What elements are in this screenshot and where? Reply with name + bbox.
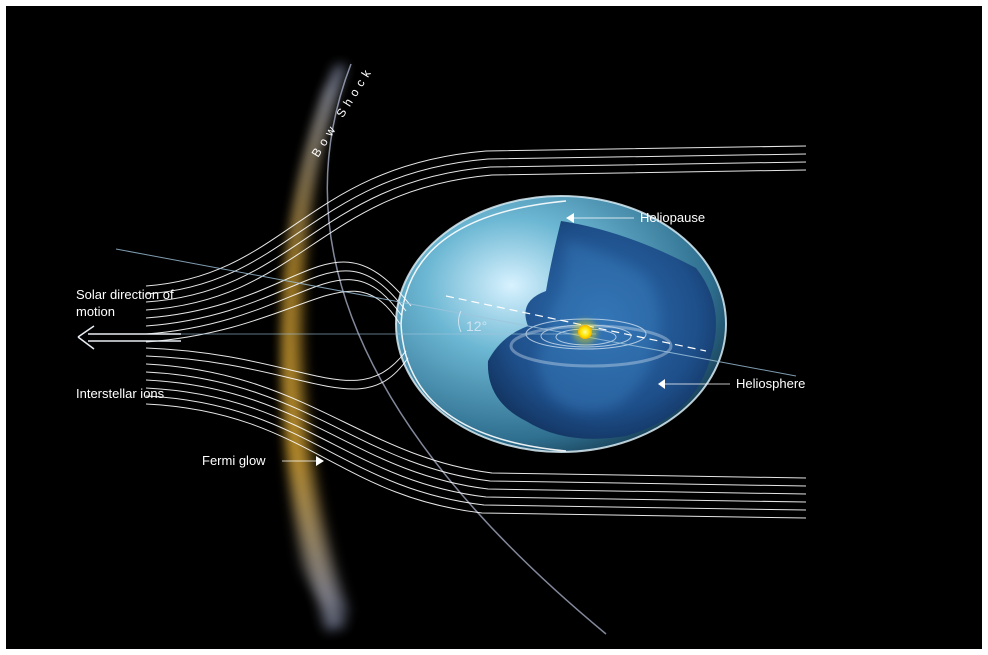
angle-arc — [458, 310, 462, 333]
bow-shock-glow-wide — [283, 76, 351, 616]
solar-direction-label-line2: motion — [76, 304, 115, 319]
ecliptic-line — [115, 248, 797, 377]
heliopause-label: Heliopause — [640, 210, 705, 225]
field-lines-lower — [145, 347, 807, 519]
diagram-frame: 12° Bow Shock Heliopause Solar direction… — [6, 6, 982, 649]
pointer-fermi-glow — [282, 456, 324, 466]
heliopause-outline — [400, 200, 567, 452]
bow-shock-edge — [326, 63, 607, 635]
heliopause-rim — [395, 195, 727, 453]
heliosphere-diagram: 12° Bow Shock Heliopause Solar direction… — [76, 63, 807, 635]
pointer-heliopause — [566, 213, 634, 223]
interstellar-ions-label: Interstellar ions — [76, 386, 165, 401]
field-lines-upper — [145, 145, 807, 343]
solar-direction-arrow — [77, 325, 181, 350]
solar-direction-label-line1: Solar direction of — [76, 287, 174, 302]
angle-label: 12° — [466, 318, 487, 334]
heliosphere-inner-shading — [537, 241, 660, 411]
bow-shock-label: Bow Shock — [309, 63, 377, 159]
dashed-axis-line — [445, 295, 707, 352]
fermi-glow-label: Fermi glow — [202, 453, 266, 468]
heliosphere-label: Heliosphere — [736, 376, 805, 391]
pointer-heliosphere — [658, 379, 730, 389]
sun — [578, 325, 592, 339]
